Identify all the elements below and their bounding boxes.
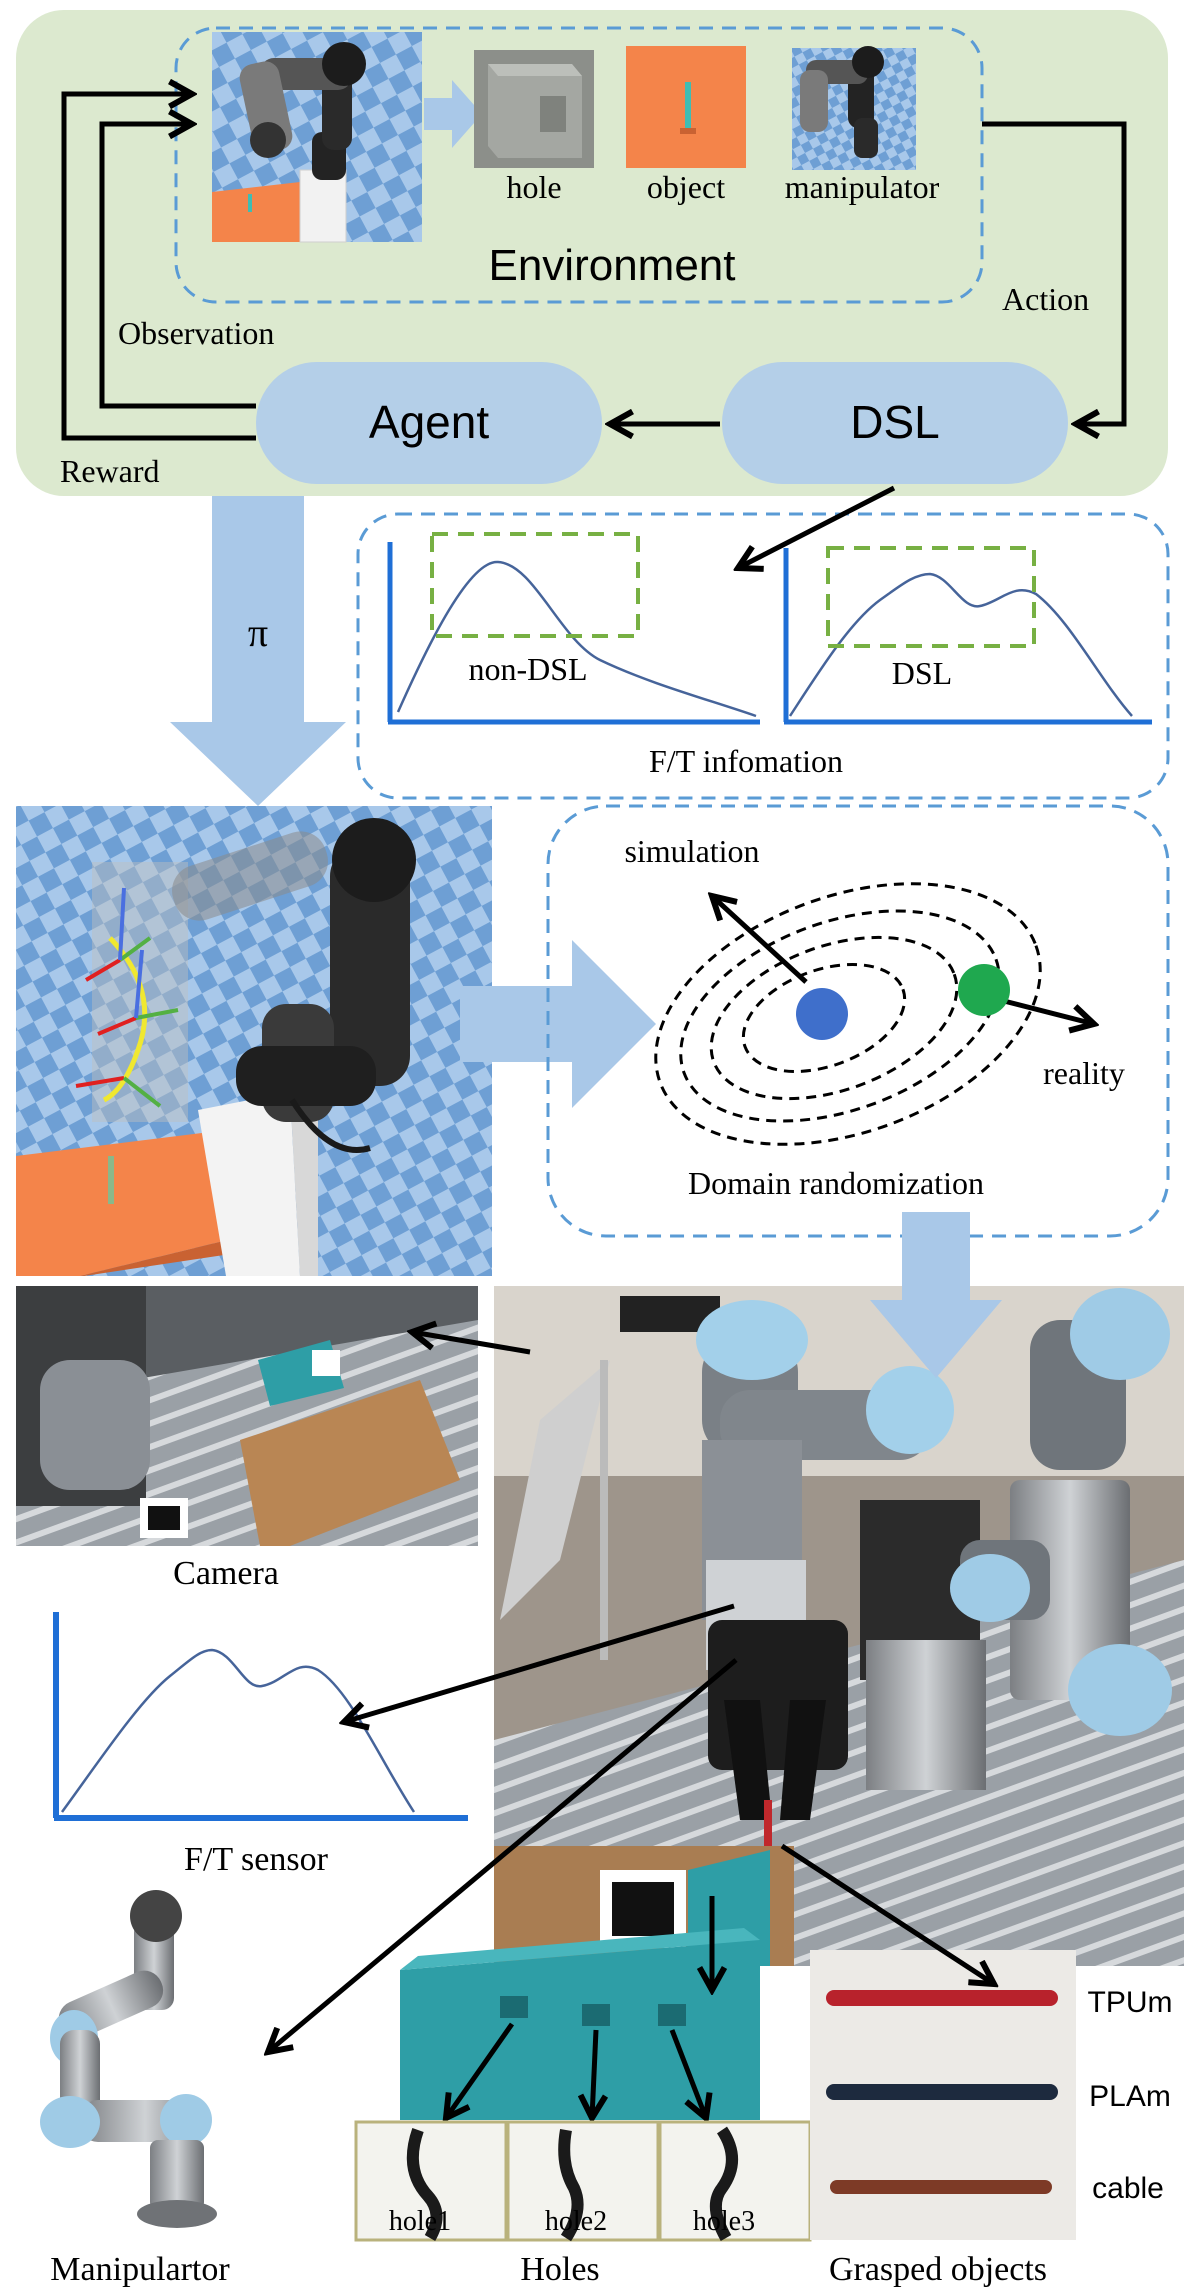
camera-view-photo — [16, 1286, 478, 1546]
reality-label: reality — [1043, 1055, 1125, 1091]
manipulator-label: manipulator — [785, 169, 940, 205]
environment-title: Environment — [488, 241, 735, 290]
observation-text: Observation — [118, 315, 274, 351]
simulation-arrow — [712, 896, 808, 984]
hole-block — [400, 1928, 760, 2120]
hole2-label: hole2 — [545, 2206, 607, 2237]
dsl-plot-label: DSL — [892, 655, 952, 691]
agent-label: Agent — [369, 396, 489, 448]
agent-node — [256, 362, 602, 484]
sim-to-randomization-arrow — [460, 940, 656, 1108]
manipulator-thumbnail — [792, 46, 916, 170]
action-arrow — [982, 121, 1127, 424]
non-dsl-plot — [387, 532, 760, 725]
manipulator-arrow — [268, 1658, 738, 2052]
simulation-trajectory-image — [16, 806, 492, 1276]
hole-label: hole — [506, 169, 561, 205]
policy-arrow — [170, 496, 346, 806]
simulation-dot — [796, 988, 848, 1040]
domain-randomization-title: Domain randomization — [688, 1165, 984, 1201]
reality-arrow — [999, 997, 1094, 1024]
domain-randomization-box — [546, 804, 1170, 1238]
policy-symbol: π — [248, 610, 268, 655]
hole-thumbnail — [474, 50, 594, 168]
ft-information-title: F/T infomation — [649, 743, 843, 779]
manipulator-photo — [40, 1890, 217, 2228]
manipulator-caption: Manipulartor — [50, 2251, 230, 2288]
reality-dot — [958, 964, 1010, 1016]
hole1-label: hole1 — [389, 2206, 451, 2237]
observation-arrow — [99, 124, 256, 409]
hole1-arrow — [446, 2022, 515, 2118]
grasped-objects-caption: Grasped objects — [829, 2251, 1047, 2288]
reward-arrow — [61, 94, 256, 441]
hole2-arrow — [592, 2029, 596, 2118]
plam-label: PLAm — [1089, 2080, 1171, 2113]
grasped-objects-photo — [810, 1950, 1076, 2240]
randomization-to-real-arrow — [870, 1212, 1002, 1378]
ft-sensor-arrow — [344, 1603, 735, 1722]
real-robot-photo — [494, 1286, 1184, 1966]
reward-text: Reward — [60, 453, 160, 489]
dsl-to-ft-arrow — [738, 485, 896, 568]
action-text: Action — [1002, 281, 1089, 317]
dsl-plot — [783, 546, 1152, 725]
hole3-arrow — [669, 2029, 706, 2118]
object-label: object — [647, 169, 725, 205]
simulation-robot-thumbnail — [212, 32, 422, 243]
environment-box — [174, 26, 984, 304]
cable-label: cable — [1092, 2172, 1164, 2205]
object-thumbnail — [626, 46, 746, 168]
tpum-label: TPUm — [1088, 1986, 1173, 2019]
dsl-node — [722, 362, 1068, 484]
dsl-label: DSL — [850, 396, 939, 448]
camera-label: Camera — [173, 1555, 279, 1592]
ft-sensor-plot — [53, 1612, 468, 1821]
ft-sensor-label: F/T sensor — [184, 1841, 329, 1878]
non-dsl-plot-label: non-DSL — [468, 651, 587, 687]
camera-arrow — [412, 1332, 531, 1355]
observation-split-arrow — [424, 80, 482, 148]
hole3-label: hole3 — [693, 2206, 755, 2237]
simulation-label: simulation — [624, 833, 759, 869]
hole-cross-sections — [354, 2120, 812, 2242]
holes-caption: Holes — [520, 2251, 599, 2288]
peg-to-objects-arrow — [780, 1843, 994, 1984]
